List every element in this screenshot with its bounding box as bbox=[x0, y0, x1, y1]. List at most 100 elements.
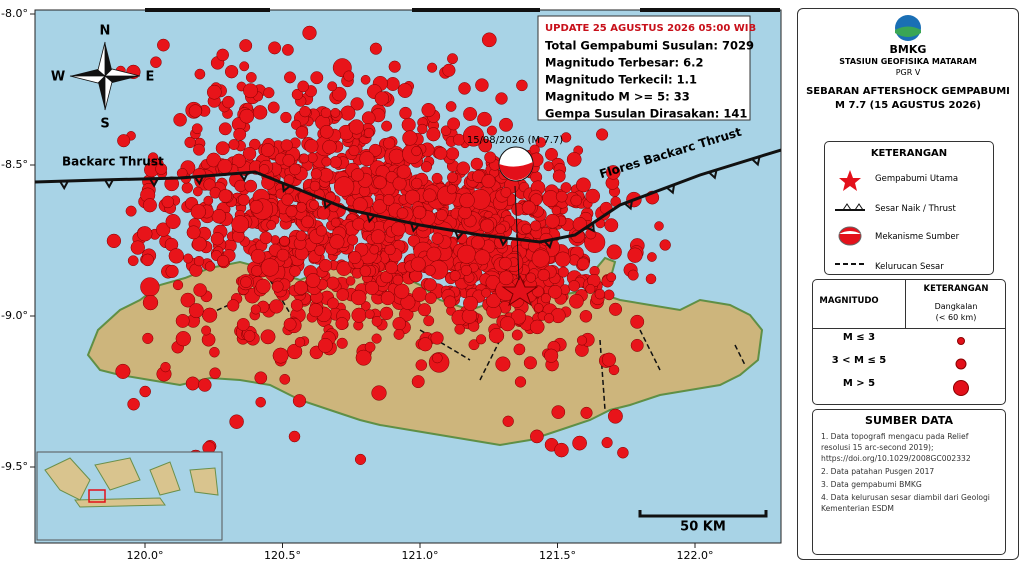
aftershock bbox=[218, 189, 233, 203]
aftershock bbox=[411, 375, 425, 389]
aftershock bbox=[431, 172, 443, 184]
aftershock bbox=[456, 161, 471, 175]
thrust-tooth bbox=[586, 222, 595, 233]
aftershock bbox=[601, 437, 613, 449]
aftershock bbox=[181, 182, 193, 194]
aftershock bbox=[647, 252, 657, 262]
aftershock bbox=[185, 376, 200, 391]
thrust-tooth bbox=[623, 200, 633, 211]
aftershock bbox=[383, 137, 396, 150]
aftershock bbox=[117, 134, 131, 148]
aftershock bbox=[141, 253, 154, 267]
aftershock bbox=[548, 284, 563, 299]
mag-col2: KETERANGAN bbox=[923, 284, 989, 294]
aftershock bbox=[139, 385, 151, 398]
aftershock bbox=[423, 315, 435, 327]
aftershock bbox=[608, 302, 623, 316]
aftershock bbox=[243, 83, 258, 99]
aftershock bbox=[231, 215, 250, 233]
lon-label: 121.5° bbox=[539, 549, 576, 562]
aftershock bbox=[488, 328, 505, 344]
aftershock bbox=[309, 180, 321, 192]
aftershock bbox=[106, 233, 122, 249]
aftershock bbox=[484, 151, 497, 164]
aftershock bbox=[330, 217, 341, 228]
aftershock bbox=[268, 41, 282, 55]
aftershock bbox=[345, 276, 356, 286]
aftershock bbox=[336, 260, 352, 276]
aftershock bbox=[372, 199, 387, 214]
sources-heading: SUMBER DATA bbox=[865, 414, 953, 427]
aftershock bbox=[260, 143, 275, 158]
aftershock bbox=[249, 199, 264, 214]
aftershock bbox=[474, 249, 491, 266]
mag-sub2: (< 60 km) bbox=[935, 313, 977, 322]
thrust-tooth bbox=[104, 179, 114, 189]
aftershock bbox=[239, 39, 253, 53]
aftershock bbox=[396, 164, 411, 179]
aftershock bbox=[560, 132, 572, 143]
aftershock bbox=[566, 152, 582, 167]
aftershock bbox=[458, 205, 472, 220]
aftershock bbox=[502, 415, 514, 427]
aftershock bbox=[606, 244, 622, 260]
thrust-tooth bbox=[543, 239, 554, 250]
aftershock bbox=[371, 315, 383, 327]
aftershock bbox=[160, 361, 171, 373]
aftershock bbox=[175, 331, 191, 347]
aftershock bbox=[537, 268, 550, 282]
aftershock bbox=[299, 105, 311, 118]
station: STASIUN GEOFISIKA MATARAM bbox=[839, 57, 977, 66]
magnitude-row: M ≤ 3 bbox=[842, 332, 876, 343]
aftershock bbox=[500, 186, 512, 198]
aftershock bbox=[282, 44, 294, 56]
aftershock bbox=[399, 106, 412, 120]
aftershock bbox=[374, 91, 390, 106]
aftershock bbox=[329, 156, 342, 169]
aftershock bbox=[157, 38, 170, 52]
aftershock bbox=[407, 234, 420, 247]
aftershock bbox=[402, 130, 418, 146]
aftershock bbox=[415, 359, 428, 371]
aftershock bbox=[227, 299, 240, 312]
aftershock bbox=[521, 200, 536, 215]
aftershock bbox=[242, 146, 257, 161]
aftershock bbox=[319, 259, 333, 272]
aftershock bbox=[333, 176, 355, 197]
aftershock bbox=[426, 246, 442, 262]
aftershock bbox=[282, 154, 295, 167]
aftershock bbox=[627, 247, 643, 263]
aftershock bbox=[340, 105, 356, 121]
aftershock bbox=[531, 249, 550, 268]
aftershock bbox=[244, 179, 258, 193]
aftershock bbox=[585, 188, 601, 204]
aftershock bbox=[443, 295, 457, 309]
aftershock bbox=[252, 105, 268, 120]
aftershock bbox=[570, 194, 583, 207]
lat-label: -8.5° bbox=[1, 158, 28, 171]
aftershock bbox=[361, 111, 376, 125]
aftershock bbox=[127, 255, 139, 267]
aftershock bbox=[192, 186, 203, 197]
legend-subtitle: M 7.7 (15 AGUSTUS 2026) bbox=[835, 100, 981, 111]
thrust-tooth bbox=[323, 199, 333, 210]
aftershock bbox=[364, 309, 375, 319]
aftershock bbox=[188, 303, 204, 319]
aftershock bbox=[654, 221, 664, 231]
aftershock bbox=[411, 177, 423, 190]
aftershock bbox=[579, 310, 593, 323]
aftershock bbox=[396, 207, 409, 220]
aftershock bbox=[155, 162, 168, 175]
scale-bar: 50 KM bbox=[638, 510, 768, 535]
aftershock bbox=[193, 283, 207, 297]
aftershock bbox=[272, 347, 289, 364]
aftershock bbox=[605, 165, 621, 180]
aftershock bbox=[191, 236, 207, 252]
aftershock bbox=[392, 274, 404, 286]
aftershock bbox=[236, 318, 250, 331]
aftershock bbox=[296, 201, 307, 213]
aftershock bbox=[130, 240, 145, 255]
aftershock bbox=[239, 61, 250, 72]
keterangan-item: Sesar Naik / Thrust bbox=[875, 204, 956, 214]
aftershock bbox=[514, 376, 527, 388]
